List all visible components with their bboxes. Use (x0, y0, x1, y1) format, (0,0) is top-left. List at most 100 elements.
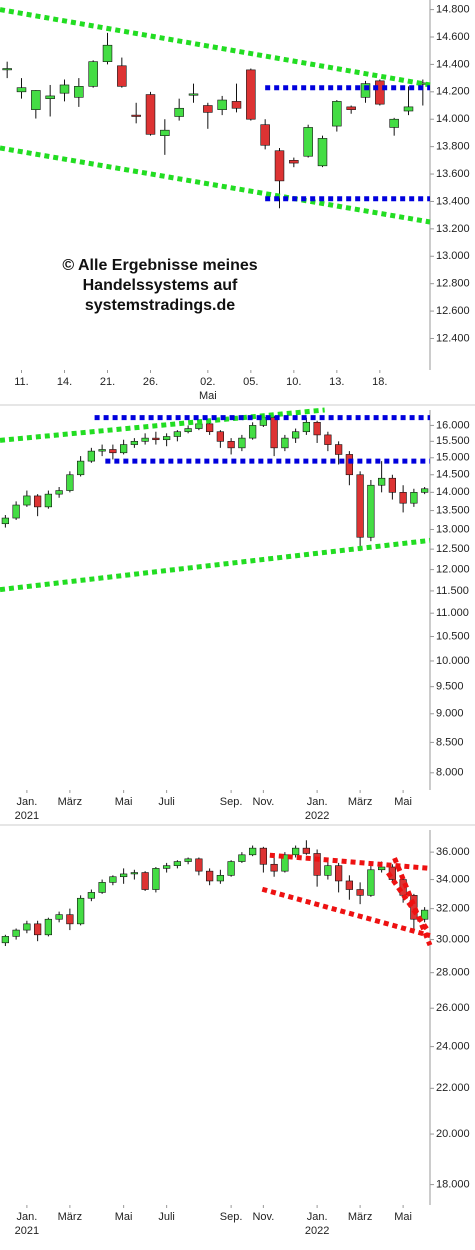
candle-body (259, 847, 268, 865)
trendline (0, 537, 431, 593)
candle-body (76, 460, 85, 476)
candle-body (98, 882, 106, 893)
x-tick-label: 21. (100, 376, 115, 388)
candle-body (184, 858, 192, 862)
candle-body (216, 431, 225, 442)
candle-body (274, 150, 285, 182)
x-tick-label: Mai (115, 796, 133, 808)
x-tick-label: Nov. (252, 1211, 274, 1223)
candle-body (44, 493, 53, 508)
y-tick-label: 32.000 (436, 903, 470, 915)
candle-body (313, 421, 321, 436)
y-tick-label: 22.000 (436, 1082, 470, 1094)
x-tick-label: 11. (14, 376, 28, 388)
candle-body (131, 114, 141, 117)
watermark: © Alle Ergebnisse meines (62, 257, 257, 274)
candle-body (246, 69, 256, 120)
y-tick-label: 12.600 (436, 305, 470, 317)
candle-body (130, 872, 139, 875)
y-tick-label: 36.000 (436, 846, 470, 858)
y-tick-label: 16.000 (436, 419, 470, 431)
trendline (0, 407, 325, 443)
y-tick-label: 9.500 (436, 681, 464, 693)
y-tick-label: 13.400 (436, 195, 470, 207)
y-tick-label: 14.000 (436, 486, 470, 498)
y-tick-label: 10.000 (436, 655, 470, 667)
candle-body (109, 449, 117, 454)
candle-body (74, 86, 84, 98)
candle-body (324, 865, 332, 876)
candle-body (217, 99, 227, 110)
y-tick-label: 8.000 (436, 767, 464, 779)
candle-body (227, 861, 235, 876)
x-tick-label: 02. (200, 376, 215, 388)
x-tick-label: Sep. (220, 1211, 243, 1223)
x-tick-label: Jan. (307, 1211, 328, 1223)
candle-body (231, 101, 242, 109)
candle-body (152, 868, 160, 890)
candle-body (410, 895, 418, 920)
candle-body (130, 441, 139, 445)
candle-body (203, 105, 213, 113)
candle-body (216, 875, 225, 882)
candle-body (332, 101, 342, 127)
plot: 36.000 34.000 32.000 30.000 28.000 26.000 24.0… (1, 840, 470, 1237)
candle-body (55, 490, 63, 495)
y-tick-label: 14.000 (436, 113, 470, 125)
y-tick-label: 14.500 (436, 469, 470, 481)
trendline (269, 852, 431, 871)
candle-body (1, 936, 10, 944)
candle-body (367, 484, 375, 538)
candle-body (184, 428, 192, 433)
x-tick-label: März (348, 1211, 372, 1223)
candle-body (174, 107, 184, 117)
candle-body (420, 488, 429, 493)
y-tick-label: 14.400 (436, 58, 470, 70)
candle-body (55, 914, 63, 920)
candle-body (16, 87, 27, 93)
trendline (261, 886, 431, 939)
y-tick-label: 13.800 (436, 141, 470, 153)
x-sublabel: Mai (199, 390, 217, 402)
candle-body (66, 914, 74, 925)
candle-body (76, 897, 85, 925)
candle-body (248, 425, 257, 439)
candle-body (377, 866, 386, 871)
candle-body (31, 90, 41, 110)
y-tick-label: 14.200 (436, 86, 470, 98)
candle-body (324, 434, 332, 445)
y-tick-label: 11.500 (436, 585, 469, 597)
candle-body (302, 847, 311, 854)
candle-body (238, 437, 246, 449)
candle-body (377, 477, 386, 486)
y-tick-label: 28.000 (436, 967, 470, 979)
candle-body (356, 889, 364, 896)
candle-body (141, 437, 149, 442)
candle-body (317, 138, 328, 167)
y-tick-label: 24.000 (436, 1041, 470, 1053)
y-tick-label: 34.000 (436, 873, 470, 885)
candle-body (399, 492, 407, 504)
candle-body (248, 847, 257, 856)
x-tick-label: 05. (243, 376, 258, 388)
candle-body (2, 68, 12, 71)
candle-body (102, 44, 113, 62)
x-sublabel: 2022 (305, 1225, 329, 1237)
x-tick-label: Juli (158, 796, 175, 808)
y-tick-label: 14.600 (436, 31, 470, 43)
x-tick-label: Nov. (252, 796, 274, 808)
candle-body (313, 853, 321, 876)
candle-body (291, 847, 300, 856)
x-tick-label: Juli (158, 1211, 175, 1223)
candle-body (1, 517, 10, 525)
candle-body (145, 94, 156, 135)
y-tick-label: 12.800 (436, 278, 470, 290)
candle-body (360, 83, 371, 98)
candle-body (302, 421, 311, 433)
candle-body (12, 504, 20, 519)
plot: 14.800 14.600 14.400 14.200 14.000 13.800 13.6… (0, 3, 470, 402)
y-tick-label: 30.000 (436, 933, 470, 945)
trendline (392, 857, 433, 947)
x-tick-label: Jan. (16, 1211, 37, 1223)
